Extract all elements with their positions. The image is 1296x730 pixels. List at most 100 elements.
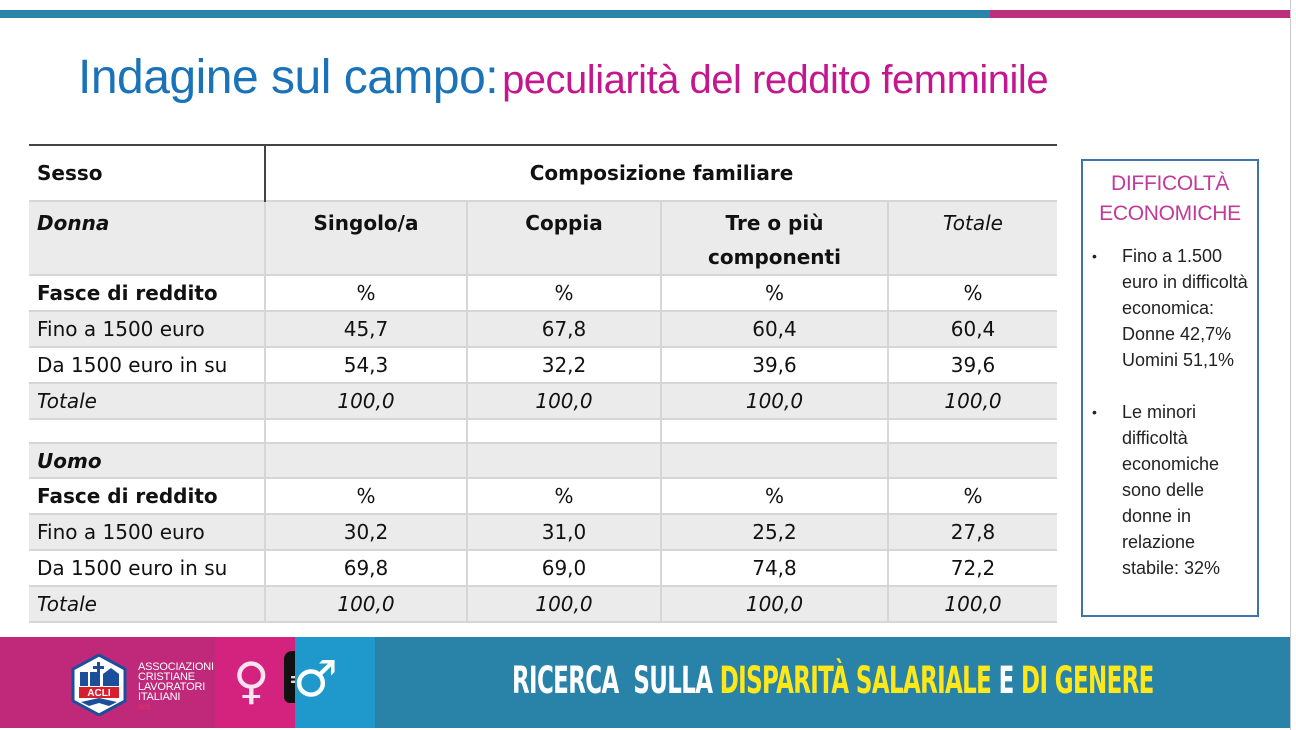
banner-text-yellow: DISPARITÀ SALARIALE	[719, 659, 992, 702]
footer-mars-panel: ♂	[293, 637, 375, 728]
row-label: Da 1500 euro in su	[29, 549, 265, 586]
table-header-row: Sesso Composizione familiare	[29, 144, 1058, 201]
column-header: Tre o più componenti	[660, 200, 888, 275]
table-spacer-row	[29, 418, 1058, 443]
table-cell: 100,0	[264, 585, 467, 623]
title-main: Indagine sul campo:	[78, 51, 499, 104]
table-cell: %	[660, 274, 888, 311]
table-cell: %	[466, 477, 661, 514]
bullet-icon: •	[1092, 404, 1097, 420]
empty-cell	[660, 442, 888, 478]
header-sesso: Sesso	[29, 144, 266, 201]
column-header: Singolo/a	[264, 200, 467, 275]
table-row-total: Totale 100,0 100,0 100,0 100,0	[29, 585, 1058, 623]
footer-logo-panel: ACLI ASSOCIAZIONI CRISTIANE LAVORATORI I…	[0, 637, 215, 728]
table-cell: 100,0	[264, 382, 467, 419]
table-cell: 67,8	[466, 310, 661, 347]
column-header: Coppia	[466, 200, 661, 275]
top-bar-blue-segment	[0, 10, 990, 18]
footer-title-panel: RICERCA SULLA DISPARITÀ SALARIALE E DI G…	[375, 637, 1290, 728]
table-row: Fino a 1500 euro 30,2 31,0 25,2 27,8	[29, 513, 1058, 550]
table-cell: 100,0	[660, 382, 888, 419]
table-cell: %	[264, 477, 467, 514]
table-cell: 100,0	[886, 585, 1058, 623]
row-label: Totale	[29, 585, 265, 623]
banner-text-yellow: DI GENERE	[1021, 659, 1154, 702]
top-bar-pink-segment	[990, 10, 1290, 18]
footer-banner: ACLI ASSOCIAZIONI CRISTIANE LAVORATORI I…	[0, 637, 1290, 728]
row-label: Totale	[29, 382, 265, 419]
callout-bullet-text: Fino a 1.500 euro in difficoltà economic…	[1122, 246, 1248, 370]
callout-bullet-list: • Fino a 1.500 euro in difficoltà econom…	[1083, 243, 1257, 581]
table-row: Fasce di reddito % % % %	[29, 477, 1058, 514]
table-row: Fasce di reddito % % % %	[29, 274, 1058, 311]
header-composizione: Composizione familiare	[265, 144, 1058, 201]
income-table: Sesso Composizione familiare Donna Singo…	[29, 144, 1058, 623]
table-cell: %	[660, 477, 888, 514]
empty-cell	[466, 418, 661, 443]
top-accent-bar	[0, 10, 1290, 18]
banner-text-white: RICERCA SULLA	[512, 659, 720, 702]
venus-icon: ♀	[233, 652, 270, 710]
table-row: Da 1500 euro in su 69,8 69,0 74,8 72,2	[29, 549, 1058, 586]
column-header: Totale	[886, 200, 1058, 275]
footer-venus-panel: ♀ =	[215, 637, 308, 728]
empty-cell	[886, 418, 1058, 443]
callout-title: DIFFICOLTÀ ECONOMICHE	[1083, 169, 1257, 229]
empty-cell	[264, 418, 467, 443]
table-cell: 45,7	[264, 310, 467, 347]
table-cell: %	[886, 477, 1058, 514]
row-label: Fino a 1500 euro	[29, 310, 265, 347]
callout-bullet-text: Le minori difficoltà economiche sono del…	[1122, 402, 1221, 578]
table-subheader-row: Donna Singolo/a Coppia Tre o più compone…	[29, 200, 1058, 275]
empty-cell	[264, 442, 467, 478]
callout-bullet-item: • Fino a 1.500 euro in difficoltà econom…	[1083, 243, 1257, 373]
empty-cell	[886, 442, 1058, 478]
table-cell: 100,0	[660, 585, 888, 623]
table-cell: 27,8	[886, 513, 1058, 550]
bullet-icon: •	[1092, 248, 1097, 264]
row-label: Fasce di reddito	[29, 274, 265, 311]
org-name-line: LAVORATORI	[138, 681, 206, 693]
org-name-line: ITALIANI	[138, 691, 181, 703]
callout-title-line1: DIFFICOLTÀ	[1111, 172, 1229, 195]
table-row: Fino a 1500 euro 45,7 67,8 60,4 60,4	[29, 310, 1058, 347]
empty-cell	[466, 442, 661, 478]
table-cell: 39,6	[660, 346, 888, 383]
table-cell: 30,2	[264, 513, 467, 550]
title-sub: peculiarità del reddito femminile	[502, 58, 1049, 102]
table-row-total: Totale 100,0 100,0 100,0 100,0	[29, 382, 1058, 419]
acli-logo-icon: ACLI	[71, 654, 127, 716]
table-cell: 31,0	[466, 513, 661, 550]
table-cell: 54,3	[264, 346, 467, 383]
table-cell: 60,4	[886, 310, 1058, 347]
section-row-uomo: Uomo	[29, 442, 1058, 478]
org-name: ASSOCIAZIONI CRISTIANE LAVORATORI ITALIA…	[138, 662, 214, 712]
banner-title: RICERCA SULLA DISPARITÀ SALARIALE E DI G…	[512, 659, 1154, 702]
table-cell: 100,0	[466, 382, 661, 419]
row-label: Da 1500 euro in su	[29, 346, 265, 383]
table-cell: %	[466, 274, 661, 311]
org-suffix: aps	[138, 702, 151, 711]
table-cell: 74,8	[660, 549, 888, 586]
difficulty-callout-box: DIFFICOLTÀ ECONOMICHE • Fino a 1.500 eur…	[1081, 159, 1259, 617]
svg-text:ACLI: ACLI	[87, 688, 111, 699]
callout-title-line2: ECONOMICHE	[1099, 202, 1241, 225]
banner-text-white: E	[991, 659, 1022, 702]
table-cell: %	[264, 274, 467, 311]
table-cell: %	[886, 274, 1058, 311]
empty-cell	[660, 418, 888, 443]
table-cell: 100,0	[466, 585, 661, 623]
table-cell: 69,0	[466, 549, 661, 586]
table-cell: 32,2	[466, 346, 661, 383]
table-row: Da 1500 euro in su 54,3 32,2 39,6 39,6	[29, 346, 1058, 383]
table-cell: 39,6	[886, 346, 1058, 383]
table-cell: 69,8	[264, 549, 467, 586]
table-cell: 25,2	[660, 513, 888, 550]
slide-title: Indagine sul campo: peculiarità del redd…	[78, 50, 1049, 105]
section-label-uomo: Uomo	[29, 442, 265, 478]
table-cell: 60,4	[660, 310, 888, 347]
empty-cell	[29, 418, 265, 443]
table-cell: 72,2	[886, 549, 1058, 586]
org-name-line: ASSOCIAZIONI	[138, 661, 214, 673]
